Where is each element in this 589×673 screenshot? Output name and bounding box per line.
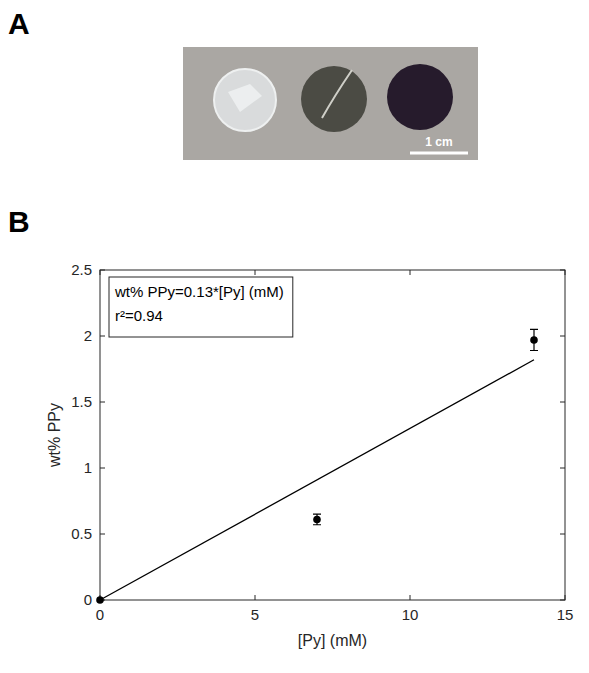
- annotation-frame: [109, 277, 293, 337]
- figure: A B 1 cm 0 5 10 15 0 0.5 1 1.5 2 2.5 [Py] (mM) wt% PPy…: [0, 0, 589, 673]
- marks: [96, 329, 538, 603]
- y-tick-label: 2.5: [71, 261, 92, 278]
- annotation: r²=0.94: [115, 307, 163, 324]
- tick-mark: [560, 534, 565, 535]
- tick-mark: [560, 336, 565, 337]
- tick-mark: [100, 270, 105, 271]
- error-bar: [530, 329, 538, 350]
- tick-mark: [100, 534, 105, 535]
- photo-background: [183, 47, 478, 160]
- tick-mark: [100, 402, 105, 403]
- tick-mark: [560, 270, 565, 271]
- tick-mark: [410, 595, 411, 600]
- tick-mark: [100, 468, 105, 469]
- x-tick-label: 10: [402, 606, 419, 623]
- tick-mark: [560, 600, 565, 601]
- data-point: [313, 516, 321, 524]
- y-tick-label: 2: [84, 327, 92, 344]
- y-tick-label: 0: [84, 591, 92, 608]
- x-tick-label: 15: [557, 606, 574, 623]
- annotation-box: wt% PPy=0.13*[Py] (mM) r²=0.94: [109, 277, 293, 337]
- disc-gray: [301, 66, 367, 132]
- y-tick-label: 1: [84, 459, 92, 476]
- tick-mark: [565, 270, 566, 275]
- tick-mark: [560, 468, 565, 469]
- data-point: [530, 336, 538, 344]
- disc-reflection: [322, 70, 352, 118]
- y-tick-label: 1.5: [71, 393, 92, 410]
- x-tick-label: 0: [96, 606, 104, 623]
- scale-bar-label: 1 cm: [425, 135, 452, 149]
- tick-mark: [565, 595, 566, 600]
- y-axis-title: wt% PPy: [46, 403, 63, 468]
- scale-bar: [410, 152, 468, 155]
- tick-mark: [100, 270, 101, 275]
- y-tick-label: 0.5: [71, 525, 92, 542]
- panel-letter: B: [8, 205, 30, 238]
- axes: 0 5 10 15 0 0.5 1 1.5 2 2.5: [71, 261, 573, 623]
- photo: 1 cm: [183, 47, 478, 160]
- disc-dark: [387, 64, 453, 130]
- tick-mark: [560, 402, 565, 403]
- x-axis-title: [Py] (mM): [298, 632, 367, 649]
- disc-transparent: [214, 69, 276, 131]
- plot-frame: [100, 270, 565, 600]
- panel-letter: A: [8, 7, 30, 40]
- tick-mark: [410, 270, 411, 275]
- annotation: wt% PPy=0.13*[Py] (mM): [114, 283, 284, 300]
- error-bar: [313, 514, 321, 525]
- fit-line: [100, 360, 534, 600]
- tick-mark: [255, 270, 256, 275]
- disc-glare: [228, 84, 262, 112]
- x-tick-label: 5: [251, 606, 259, 623]
- tick-mark: [100, 336, 105, 337]
- tick-mark: [255, 595, 256, 600]
